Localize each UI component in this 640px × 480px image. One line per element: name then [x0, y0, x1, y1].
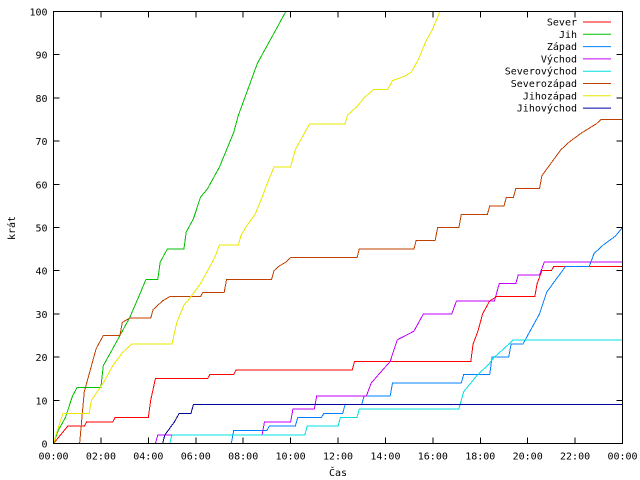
x-tick-label: 06:00	[181, 452, 211, 463]
legend-label: Sever	[547, 18, 577, 29]
x-tick-label: 00:00	[38, 452, 68, 463]
series-line-severozápad	[53, 119, 623, 444]
x-tick-label: 12:00	[323, 452, 353, 463]
y-tick-label: 90	[35, 51, 47, 62]
x-tick-label: 20:00	[513, 452, 543, 463]
legend-label: Severozápad	[511, 78, 577, 90]
y-tick-label: 70	[35, 137, 47, 148]
y-tick-label: 20	[35, 353, 47, 364]
series-line-jih	[53, 11, 287, 444]
x-axis-label: Čas	[329, 466, 347, 479]
legend-label: Jih	[559, 30, 577, 41]
x-tick-label: 14:00	[370, 452, 400, 463]
y-tick-label: 60	[35, 180, 47, 191]
x-tick-label: 22:00	[560, 452, 590, 463]
legend-label: Jihovýchod	[517, 103, 577, 115]
legend-label: Severovýchod	[505, 66, 577, 78]
x-tick-label: 08:00	[228, 452, 258, 463]
y-tick-label: 40	[35, 267, 47, 278]
x-tick-label: 16:00	[418, 452, 448, 463]
series-lines	[53, 11, 623, 444]
series-line-sever	[53, 265, 623, 444]
axis-ticks: 0 10 20 30 40 50 60 70 80 90 100 00:00 02:00 04:00 06:…	[29, 8, 637, 463]
y-axis-label: krát	[6, 216, 18, 240]
x-tick-label: 10:00	[276, 452, 306, 463]
x-tick-label: 18:00	[465, 452, 495, 463]
x-tick-label: 04:00	[133, 452, 163, 463]
series-line-jihozápad	[53, 11, 441, 444]
series-line-jihovýchod	[53, 404, 623, 444]
legend-label: Východ	[541, 53, 577, 65]
y-tick-label: 50	[35, 224, 47, 235]
y-tick-label: 10	[35, 396, 47, 407]
series-line-severovýchod	[53, 339, 623, 444]
legend: SeverJihZápadVýchodSeverovýchodSeverozáp…	[505, 18, 611, 115]
y-tick-label: 80	[35, 94, 47, 105]
legend-label: Jihozápad	[523, 90, 577, 102]
y-tick-label: 0	[41, 440, 47, 451]
y-tick-label: 30	[35, 310, 47, 321]
series-line-západ	[53, 227, 623, 444]
x-tick-label: 02:00	[86, 452, 116, 463]
series-line-východ	[53, 261, 623, 444]
x-tick-label: 00:00	[607, 452, 637, 463]
y-tick-label: 100	[29, 8, 47, 19]
legend-label: Západ	[547, 41, 577, 53]
